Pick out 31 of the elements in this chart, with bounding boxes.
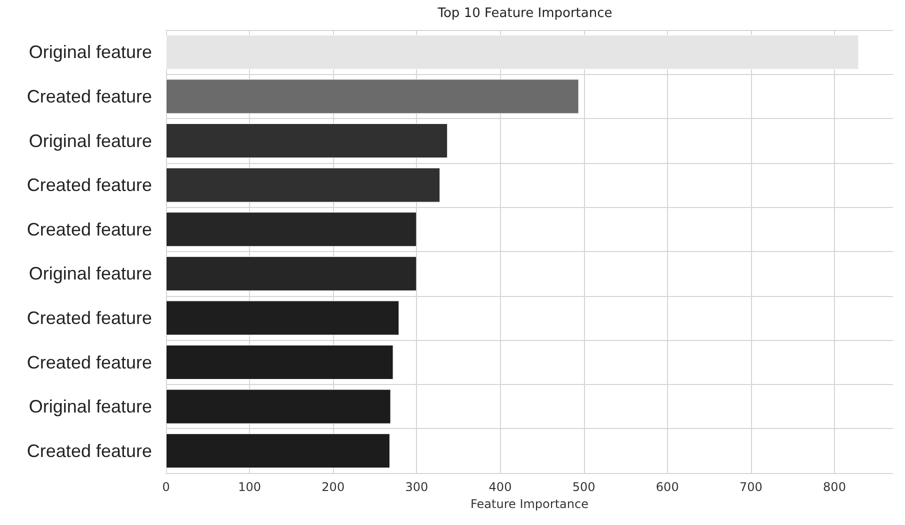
chart-title: Top 10 Feature Importance: [436, 6, 612, 21]
x-tick-label: 400: [488, 480, 512, 494]
x-tick-label: 300: [405, 480, 428, 494]
bar: [166, 123, 448, 158]
y-tick-label: Original feature: [28, 396, 152, 417]
bar: [166, 344, 394, 380]
bar: [166, 256, 417, 291]
y-tick-label: Created feature: [26, 440, 152, 461]
y-tick-label: Created feature: [26, 175, 152, 196]
bar: [166, 300, 400, 336]
x-tick-label: 700: [739, 480, 762, 494]
x-tick-label: 0: [162, 480, 170, 494]
y-tick-label: Created feature: [26, 352, 152, 372]
bar: [166, 168, 440, 202]
y-tick-label: Original feature: [28, 130, 152, 151]
x-tick-label: 600: [656, 480, 679, 494]
bar: [166, 79, 579, 114]
y-tick-label: Original feature: [28, 42, 152, 62]
x-axis-title: Feature Importance: [470, 496, 588, 511]
x-tick-label: 100: [238, 480, 262, 494]
y-tick-label: Created feature: [26, 86, 152, 106]
bar: [166, 434, 390, 468]
x-tick-label: 500: [572, 480, 596, 494]
y-tick-label: Created feature: [26, 308, 152, 328]
bar: [166, 389, 391, 424]
x-tick-label: 200: [322, 480, 345, 494]
bar: [166, 34, 859, 70]
x-tick-label: 800: [823, 480, 846, 494]
bar: [166, 212, 417, 247]
y-tick-label: Created feature: [26, 219, 152, 240]
y-tick-label: Original feature: [28, 264, 152, 284]
